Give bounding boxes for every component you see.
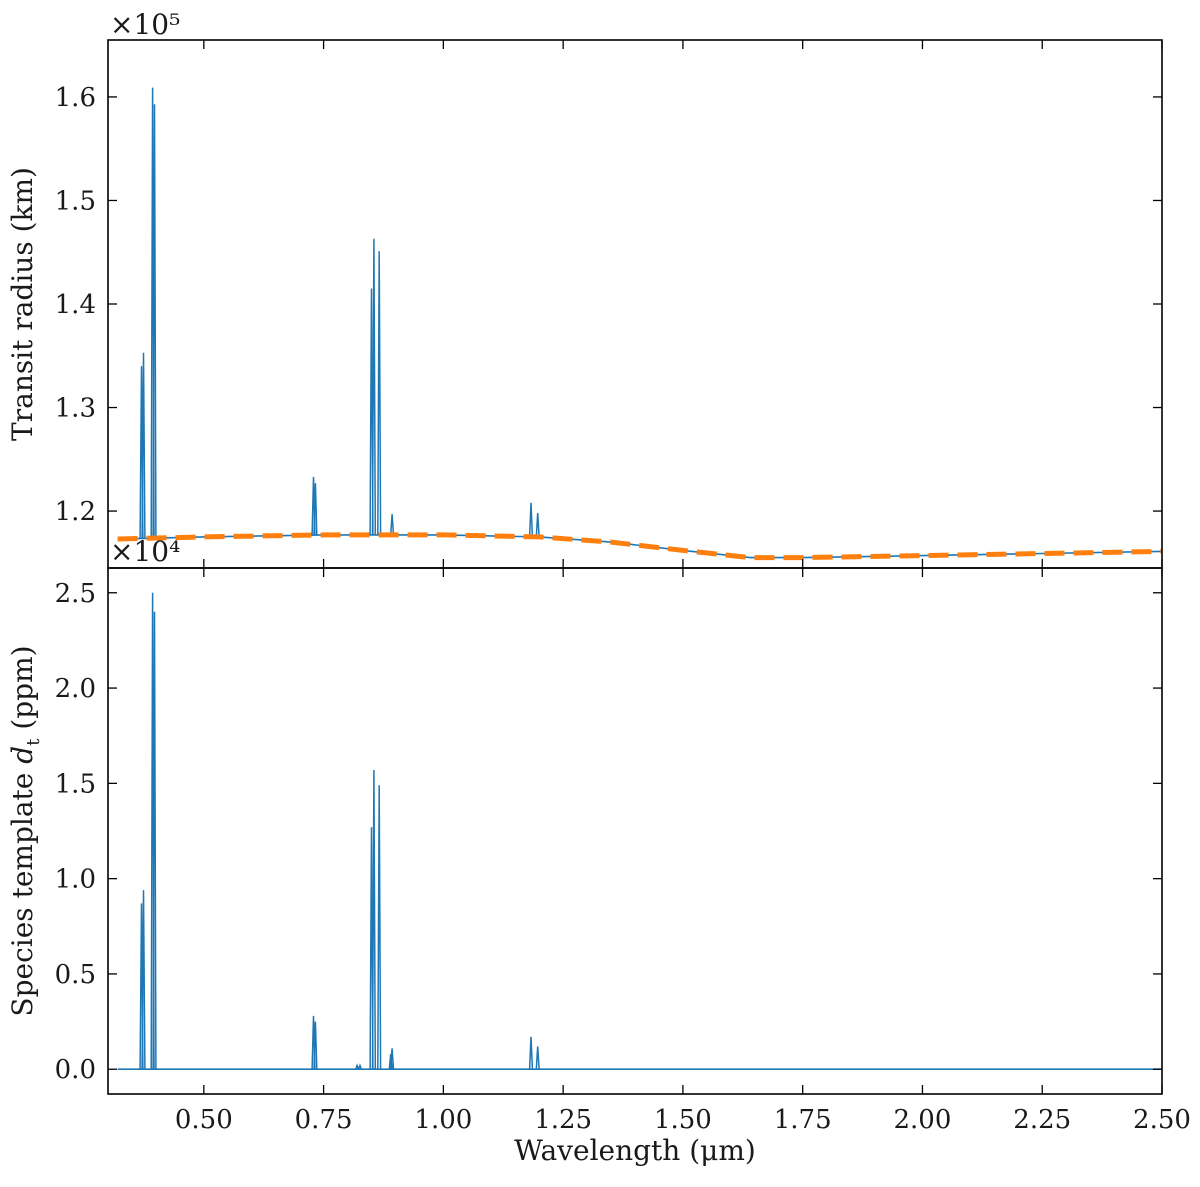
bottom-xtick-label-8: 2.50 — [1133, 1105, 1191, 1135]
bottom-spectral-line-6 — [354, 1063, 360, 1070]
top-continuum-dashed-line — [117, 532, 1163, 561]
top-ticks: 1.2 1.3 1.4 1.5 1.6 — [55, 40, 1163, 568]
top-spectral-line-5 — [313, 483, 318, 536]
bottom-panel: 0.50 0.75 1.00 1.25 1.50 1.75 2.00 2.25 2.50 0.0 0… — [6, 535, 1191, 1167]
top-plot-lines — [117, 87, 1163, 561]
bottom-xtick-label-5: 1.75 — [774, 1105, 832, 1135]
bottom-spectral-line-5 — [313, 1021, 318, 1070]
top-ytick-label-3: 1.5 — [55, 186, 96, 216]
top-ytick-label-0: 1.2 — [55, 497, 96, 527]
top-y-axis-label: Transit radius (km) — [6, 167, 39, 441]
bottom-xtick-label-2: 1.00 — [414, 1105, 472, 1135]
top-spectral-line-7 — [371, 238, 377, 535]
bottom-spectral-line-14 — [535, 1046, 540, 1070]
bottom-spectral-line-13 — [528, 1036, 534, 1070]
bottom-spectral-line-10 — [377, 785, 382, 1070]
bottom-ytick-label-3: 1.5 — [55, 769, 96, 799]
top-spectral-line-1 — [141, 352, 146, 539]
top-ytick-label-4: 1.6 — [55, 83, 96, 113]
bottom-plot-lines — [117, 592, 1162, 1070]
bottom-xtick-label-3: 1.25 — [534, 1105, 592, 1135]
bottom-spectral-line-12 — [389, 1048, 395, 1070]
bottom-xtick-label-4: 1.50 — [654, 1105, 712, 1135]
bottom-spectral-line-9 — [371, 769, 377, 1070]
bottom-ticks: 0.50 0.75 1.00 1.25 1.50 1.75 2.00 2.25 2.50 0.0 0… — [55, 568, 1191, 1135]
bottom-spectral-line-7 — [357, 1063, 363, 1070]
bottom-ytick-label-2: 1.0 — [55, 865, 96, 895]
bottom-axes-frame — [107, 567, 1163, 1095]
bottom-offset-text: ×10⁴ — [110, 535, 180, 568]
bottom-xtick-label-6: 2.00 — [894, 1105, 952, 1135]
bottom-xtick-label-1: 0.75 — [295, 1105, 353, 1135]
top-panel: 1.2 1.3 1.4 1.5 1.6 ×10⁵ Transit radius (km) — [6, 8, 1163, 569]
top-spectral-line-10 — [528, 502, 534, 537]
bottom-spectral-line-1 — [141, 890, 146, 1070]
top-spectral-line-3 — [152, 104, 157, 539]
top-spectral-line-9 — [389, 514, 395, 535]
x-axis-label: Wavelength (μm) — [514, 1134, 756, 1167]
bottom-ytick-label-4: 2.0 — [55, 674, 96, 704]
top-spectral-line-11 — [535, 513, 540, 537]
bottom-xtick-label-0: 0.50 — [175, 1105, 233, 1135]
bottom-y-axis-label: Species template dt (ppm) — [6, 645, 44, 1016]
bottom-xtick-label-7: 2.25 — [1013, 1105, 1071, 1135]
bottom-ytick-label-1: 0.5 — [55, 960, 96, 990]
top-offset-text: ×10⁵ — [110, 8, 180, 41]
bottom-ytick-label-0: 0.0 — [55, 1055, 96, 1085]
bottom-spectral-line-3 — [152, 611, 157, 1070]
top-ytick-label-2: 1.4 — [55, 290, 96, 320]
top-spectral-line-8 — [377, 251, 382, 535]
top-ytick-label-1: 1.3 — [55, 394, 96, 424]
bottom-ytick-label-5: 2.5 — [55, 579, 96, 609]
